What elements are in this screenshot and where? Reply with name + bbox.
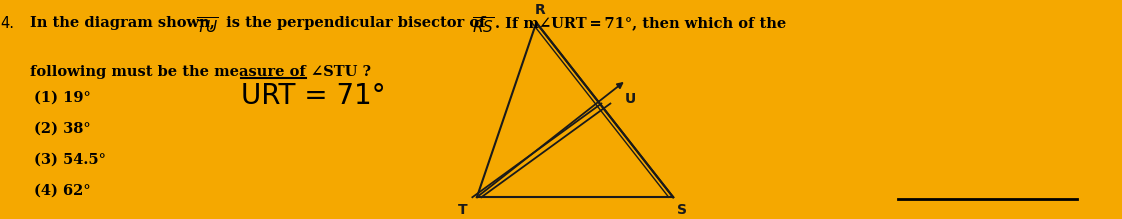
Text: U: U [625, 92, 636, 106]
Text: is the perpendicular bisector of: is the perpendicular bisector of [221, 16, 490, 30]
Text: In the diagram shown,: In the diagram shown, [30, 16, 220, 30]
Text: T: T [458, 203, 467, 217]
Text: 4.: 4. [0, 16, 13, 31]
Text: S: S [678, 203, 687, 217]
Text: (3) 54.5°: (3) 54.5° [34, 152, 105, 166]
Text: following must be the measure of ∠STU ?: following must be the measure of ∠STU ? [30, 65, 371, 79]
Text: $\overline{TU}$: $\overline{TU}$ [196, 16, 219, 36]
Text: (1) 19°: (1) 19° [34, 91, 91, 105]
Text: (2) 38°: (2) 38° [34, 122, 90, 136]
Text: R: R [534, 3, 545, 17]
Text: . If m∠URT = 71°, then which of the: . If m∠URT = 71°, then which of the [495, 16, 787, 30]
Text: URT = 71°: URT = 71° [241, 82, 386, 110]
Text: (4) 62°: (4) 62° [34, 183, 90, 197]
Text: $\overline{RS}$: $\overline{RS}$ [472, 16, 495, 36]
